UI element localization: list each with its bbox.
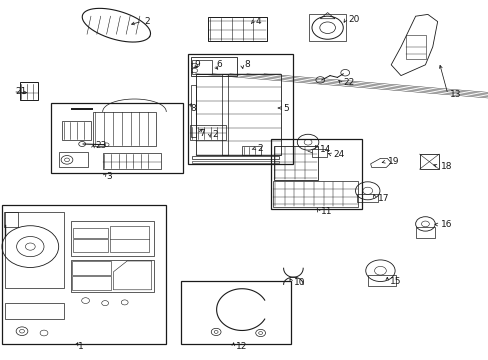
Bar bbox=[5, 212, 63, 288]
Text: 2: 2 bbox=[144, 17, 150, 26]
Text: 15: 15 bbox=[389, 277, 401, 286]
Bar bbox=[51, 103, 183, 173]
Text: 2: 2 bbox=[212, 130, 218, 139]
Text: 6: 6 bbox=[216, 60, 222, 69]
Text: 19: 19 bbox=[387, 157, 399, 166]
Text: 23: 23 bbox=[96, 141, 107, 150]
Bar bbox=[273, 146, 317, 180]
Bar bbox=[367, 275, 395, 286]
Bar bbox=[308, 14, 346, 41]
Text: 16: 16 bbox=[440, 220, 452, 229]
Text: 8: 8 bbox=[244, 60, 250, 69]
Bar bbox=[4, 212, 18, 227]
Bar bbox=[59, 152, 88, 167]
Text: 4: 4 bbox=[255, 17, 261, 26]
Bar bbox=[190, 57, 237, 76]
Text: 8: 8 bbox=[190, 104, 196, 113]
Text: 13: 13 bbox=[449, 90, 461, 99]
Text: 11: 11 bbox=[321, 207, 332, 216]
Bar bbox=[102, 153, 161, 169]
Bar bbox=[241, 146, 261, 155]
Bar bbox=[189, 125, 226, 140]
Text: 9: 9 bbox=[194, 60, 200, 69]
Bar bbox=[207, 17, 266, 41]
Text: 24: 24 bbox=[333, 150, 344, 159]
Bar bbox=[188, 54, 293, 164]
Bar bbox=[72, 276, 110, 290]
Text: 20: 20 bbox=[347, 15, 359, 24]
Bar bbox=[2, 205, 166, 344]
Bar bbox=[110, 226, 149, 252]
Text: 2: 2 bbox=[257, 144, 263, 153]
Bar bbox=[356, 194, 378, 202]
Bar bbox=[181, 281, 290, 344]
Text: 14: 14 bbox=[319, 145, 330, 154]
Text: 1: 1 bbox=[78, 342, 84, 351]
Text: 10: 10 bbox=[294, 278, 305, 287]
Bar bbox=[419, 154, 438, 169]
Bar bbox=[5, 303, 63, 319]
Text: 3: 3 bbox=[106, 172, 112, 181]
Bar bbox=[93, 112, 156, 146]
Bar bbox=[73, 228, 107, 238]
Bar bbox=[191, 156, 278, 159]
Bar bbox=[415, 227, 434, 238]
Bar bbox=[311, 149, 326, 157]
Text: 18: 18 bbox=[440, 162, 451, 171]
Bar bbox=[72, 261, 110, 275]
Text: 5: 5 bbox=[283, 104, 289, 113]
Bar bbox=[222, 74, 228, 155]
Bar bbox=[71, 221, 154, 256]
Bar bbox=[192, 60, 211, 74]
Bar bbox=[405, 35, 426, 59]
Text: 21: 21 bbox=[16, 87, 27, 96]
Bar bbox=[195, 74, 281, 155]
Bar bbox=[73, 239, 107, 252]
Text: 7: 7 bbox=[199, 129, 205, 138]
Text: 12: 12 bbox=[235, 342, 246, 351]
Bar bbox=[71, 260, 154, 292]
Bar bbox=[190, 85, 195, 137]
Bar bbox=[191, 161, 278, 163]
Bar bbox=[272, 181, 358, 207]
Text: 17: 17 bbox=[377, 194, 388, 202]
Bar bbox=[62, 121, 91, 140]
Text: 22: 22 bbox=[343, 78, 354, 87]
Bar bbox=[20, 82, 38, 100]
Bar bbox=[271, 139, 361, 209]
